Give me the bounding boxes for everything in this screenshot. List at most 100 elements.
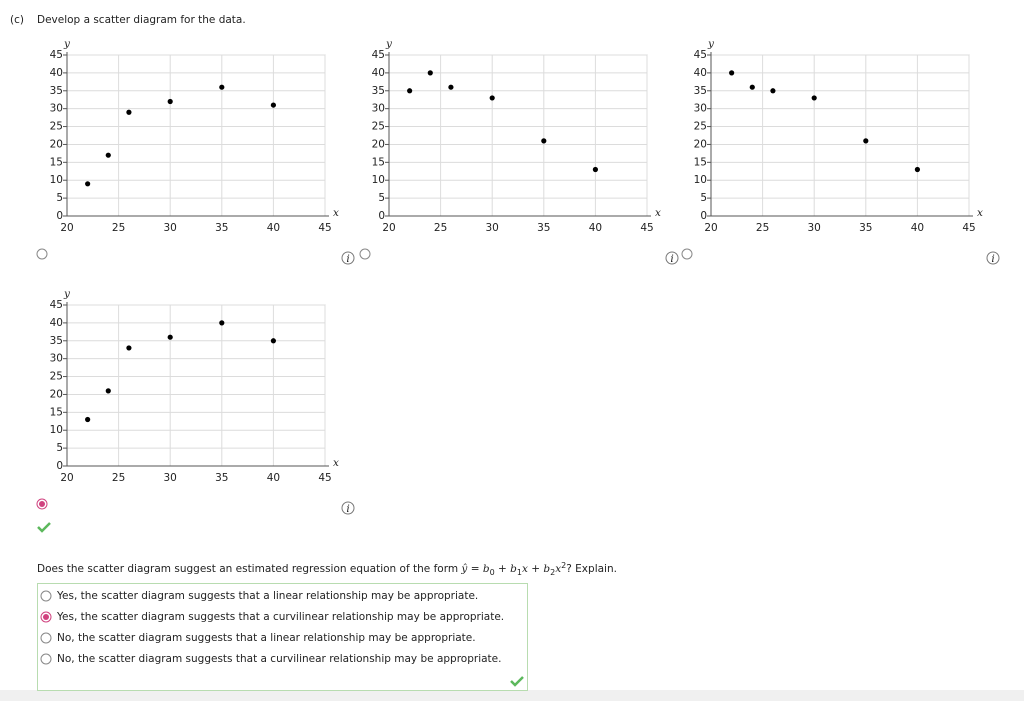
correct-check [37,522,51,533]
radio[interactable] [359,248,371,260]
x-tick-label: 20 [60,472,73,484]
y-tick-label: 35 [372,85,385,97]
x-tick-label: 35 [537,222,550,234]
plot-area [66,304,326,467]
point [427,70,433,76]
radio[interactable] [40,653,52,665]
y-axis-label: y [63,38,71,50]
eq: 2 [561,561,566,570]
y-tick-label: 0 [378,210,385,222]
x-tick-label: 30 [486,222,499,234]
info-icon[interactable] [986,251,1000,265]
y-tick-label: 10 [694,174,707,186]
eq: x [522,563,528,575]
plot-area [388,54,648,217]
y-tick-label: 15 [50,406,63,418]
radio[interactable] [681,248,693,260]
y-tick-label: 40 [372,67,385,79]
point [541,138,547,144]
y-tick-label: 20 [50,388,63,400]
option-text: No, the scatter diagram suggests that a … [57,653,501,665]
point [749,84,755,90]
info-icon[interactable] [341,251,355,265]
radio[interactable] [40,590,52,602]
y-tick-label: 25 [694,121,707,133]
radio[interactable] [40,632,52,644]
x-tick-label: 45 [318,222,331,234]
point [219,84,225,90]
option-text: Yes, the scatter diagram suggests that a… [56,590,478,602]
x-tick-label: 20 [704,222,717,234]
y-tick-label: 15 [694,156,707,168]
y-tick-label: 5 [378,192,385,204]
point [489,95,495,101]
y-tick-label: 0 [56,210,63,222]
y-tick-label: 30 [694,103,707,115]
info-icon[interactable] [665,251,679,265]
y-tick-label: 40 [50,317,63,329]
point [85,181,91,187]
eq: b [510,563,517,575]
y-tick-label: 15 [372,156,385,168]
correct-check [510,676,524,687]
info-glyph: i [991,253,994,265]
point [592,166,599,173]
point [167,334,173,340]
x-tick-label: 45 [962,222,975,234]
point [105,152,111,158]
radio-dot [43,614,49,620]
eq: + [498,563,507,575]
y-tick-label: 10 [50,174,63,186]
x-tick-label: 30 [164,222,177,234]
x-tick-label: 20 [60,222,73,234]
x-axis-label: x [655,207,661,219]
info-icon[interactable] [341,501,355,515]
radio[interactable] [36,248,48,260]
x-axis-label: x [333,207,339,219]
x-tick-label: 40 [589,222,602,234]
point [85,416,91,423]
eq: x [555,563,561,575]
x-tick-label: 20 [382,222,395,234]
y-tick-label: 5 [56,442,63,454]
x-tick-label: 40 [267,222,280,234]
option-text: No, the scatter diagram suggests that a … [57,632,476,644]
point [105,388,111,394]
y-tick-label: 20 [372,138,385,150]
y-tick-label: 25 [50,121,63,133]
x-axis-label: x [333,457,339,469]
header-title: Develop a scatter diagram for the data. [37,14,246,26]
eq: 0 [490,568,495,577]
x-tick-label: 45 [318,472,331,484]
y-tick-label: 25 [372,121,385,133]
x-tick-label: 40 [911,222,924,234]
info-glyph: i [346,253,349,265]
x-tick-label: 45 [640,222,653,234]
x-tick-label: 25 [112,472,125,484]
y-tick-label: 20 [694,138,707,150]
part-label: (c) [10,14,24,26]
x-tick-label: 40 [267,472,280,484]
x-tick-label: 25 [434,222,447,234]
eq: 2 [550,568,555,577]
x-tick-label: 25 [112,222,125,234]
x-axis-label: x [977,207,983,219]
question: Does the scatter diagram suggest an esti… [37,561,617,577]
y-tick-label: 0 [56,460,63,472]
radio-dot [39,501,45,507]
plot-area [710,54,970,217]
point [863,138,869,144]
x-tick-label: 30 [808,222,821,234]
y-tick-label: 20 [50,138,63,150]
point [729,70,735,76]
x-tick-label: 35 [215,222,228,234]
y-tick-label: 30 [50,103,63,115]
y-tick-label: 15 [50,156,63,168]
eq: ŷ [460,562,468,575]
y-tick-label: 5 [700,192,707,204]
x-tick-label: 30 [164,472,177,484]
point [270,102,276,108]
y-tick-label: 0 [700,210,707,222]
question-suffix: ? Explain. [566,563,617,575]
